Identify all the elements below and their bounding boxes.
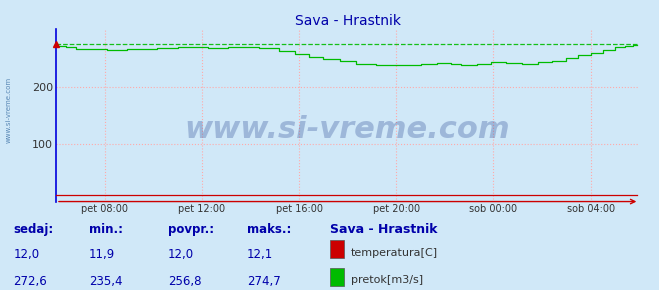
Text: 11,9: 11,9 bbox=[89, 248, 115, 261]
Text: 272,6: 272,6 bbox=[13, 276, 47, 288]
FancyBboxPatch shape bbox=[330, 268, 344, 286]
Text: 12,0: 12,0 bbox=[168, 248, 194, 261]
Text: temperatura[C]: temperatura[C] bbox=[351, 248, 438, 258]
Text: 256,8: 256,8 bbox=[168, 276, 202, 288]
Text: 235,4: 235,4 bbox=[89, 276, 123, 288]
Text: sedaj:: sedaj: bbox=[13, 223, 53, 236]
Text: maks.:: maks.: bbox=[247, 223, 291, 236]
Text: min.:: min.: bbox=[89, 223, 123, 236]
FancyBboxPatch shape bbox=[330, 240, 344, 258]
Text: Sava - Hrastnik: Sava - Hrastnik bbox=[330, 223, 437, 236]
Text: 12,0: 12,0 bbox=[13, 248, 40, 261]
Text: www.si-vreme.com: www.si-vreme.com bbox=[5, 77, 12, 143]
Text: pretok[m3/s]: pretok[m3/s] bbox=[351, 276, 422, 285]
Text: 274,7: 274,7 bbox=[247, 276, 281, 288]
Text: povpr.:: povpr.: bbox=[168, 223, 214, 236]
Text: 12,1: 12,1 bbox=[247, 248, 273, 261]
Text: www.si-vreme.com: www.si-vreme.com bbox=[185, 115, 511, 144]
Title: Sava - Hrastnik: Sava - Hrastnik bbox=[295, 14, 401, 28]
